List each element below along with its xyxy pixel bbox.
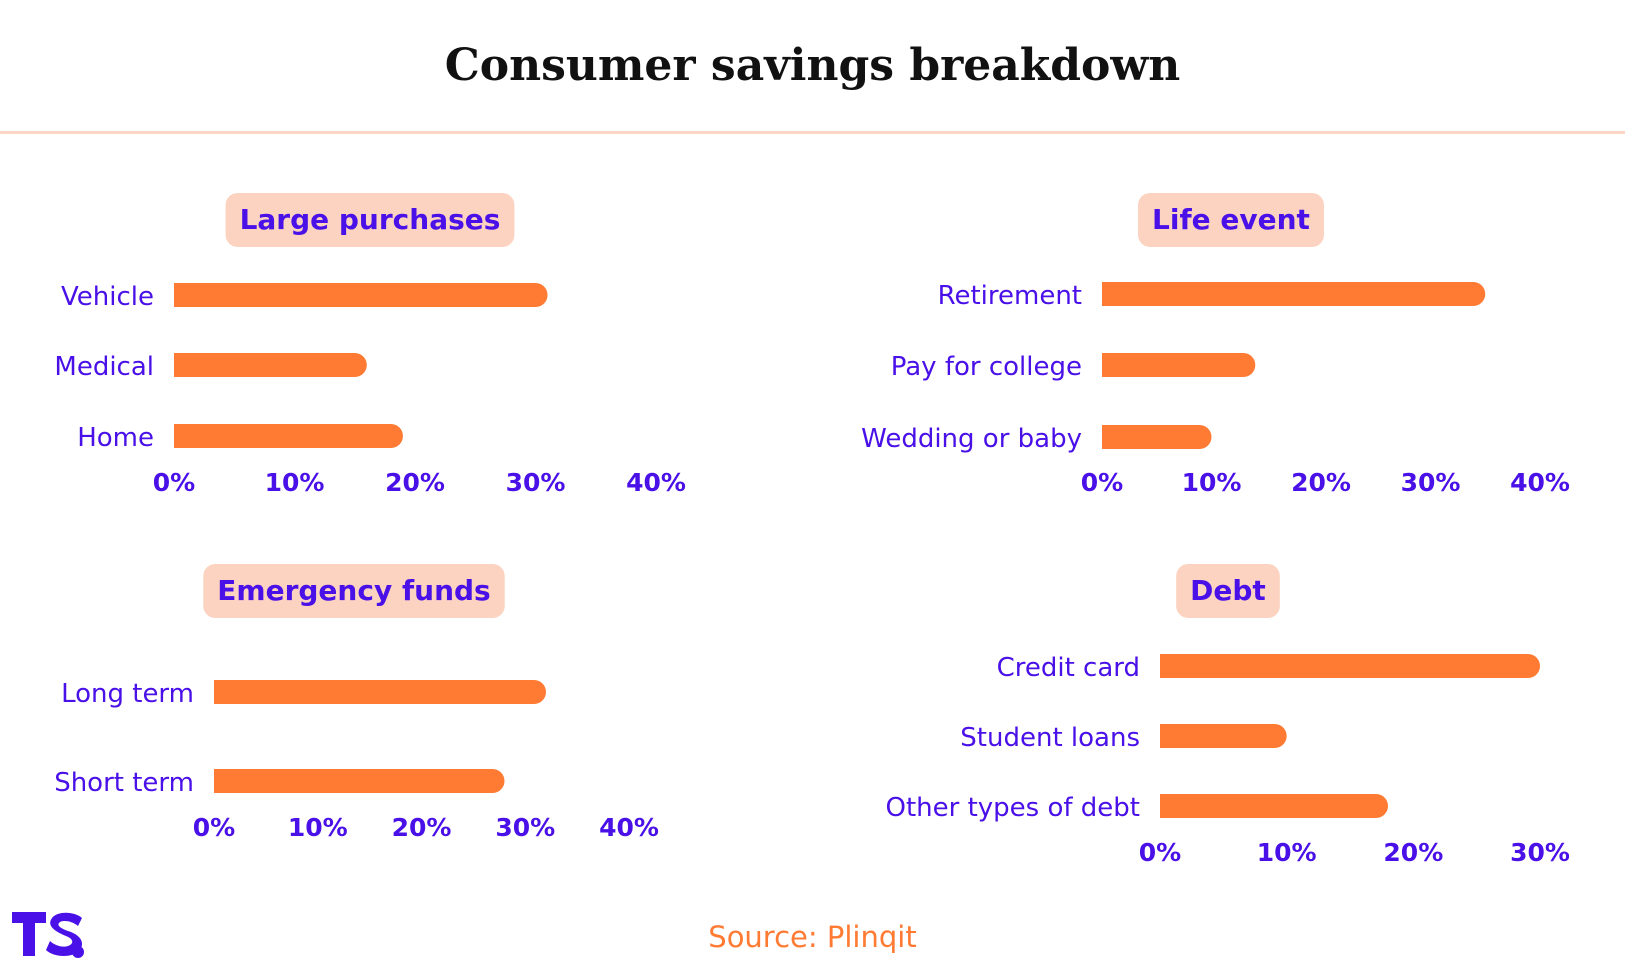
bar — [174, 424, 403, 449]
tick-label: 40% — [1510, 468, 1570, 497]
tick-label: 40% — [599, 813, 659, 842]
chart-title: Debt — [1190, 574, 1266, 607]
ts-logo-icon — [10, 910, 86, 965]
tick-label: 0% — [193, 813, 235, 842]
tick-label: 30% — [506, 468, 566, 497]
tick-label: 10% — [265, 468, 325, 497]
category-label: Pay for college — [891, 352, 1082, 382]
chart-title-pill — [1176, 564, 1280, 618]
tick-label: 0% — [153, 468, 195, 497]
category-label: Wedding or baby — [861, 424, 1082, 454]
tick-label: 20% — [1291, 468, 1351, 497]
chart-title-pill — [225, 193, 515, 247]
tick-label: 10% — [1257, 838, 1317, 867]
bar — [214, 680, 546, 704]
tick-label: 10% — [288, 813, 348, 842]
category-label: Student loans — [960, 723, 1140, 753]
category-label: Retirement — [938, 281, 1082, 311]
bar — [174, 353, 367, 377]
chart-title: Life event — [1152, 203, 1310, 236]
chart-title: Large purchases — [240, 203, 501, 236]
bar — [1160, 794, 1388, 818]
bar — [1160, 724, 1287, 748]
bar — [1102, 282, 1486, 306]
category-label: Home — [77, 423, 154, 453]
tick-label: 10% — [1182, 468, 1242, 497]
category-label: Credit card — [997, 653, 1140, 683]
tick-label: 0% — [1081, 468, 1123, 497]
category-label: Long term — [61, 679, 194, 709]
category-label: Vehicle — [61, 282, 154, 312]
category-label: Medical — [54, 352, 154, 382]
bar — [1102, 425, 1212, 449]
tick-label: 40% — [626, 468, 686, 497]
bar — [174, 283, 548, 307]
bar — [1160, 654, 1540, 678]
chart-title-pill — [1138, 193, 1324, 247]
bar — [1102, 353, 1256, 377]
page-title: Consumer savings breakdown — [444, 40, 1181, 91]
category-label: Other types of debt — [885, 793, 1140, 823]
chart-title: Emergency funds — [217, 574, 490, 607]
chart-title-pill — [203, 564, 505, 618]
bar — [214, 769, 505, 793]
tick-label: 20% — [1383, 838, 1443, 867]
source-note: Source: Plinqit — [708, 920, 917, 954]
tick-label: 30% — [1401, 468, 1461, 497]
tick-label: 30% — [495, 813, 555, 842]
category-label: Short term — [54, 768, 194, 798]
tick-label: 20% — [385, 468, 445, 497]
title-divider — [0, 131, 1625, 134]
tick-label: 30% — [1510, 838, 1570, 867]
tick-label: 20% — [392, 813, 452, 842]
tick-label: 0% — [1139, 838, 1181, 867]
